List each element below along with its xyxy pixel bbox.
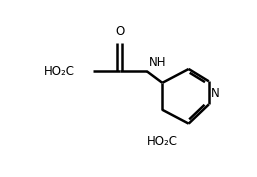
Text: O: O [115,25,124,38]
Text: NH: NH [148,56,166,69]
Text: HO₂C: HO₂C [147,135,178,148]
Text: N: N [211,87,220,100]
Text: HO₂C: HO₂C [44,65,75,78]
